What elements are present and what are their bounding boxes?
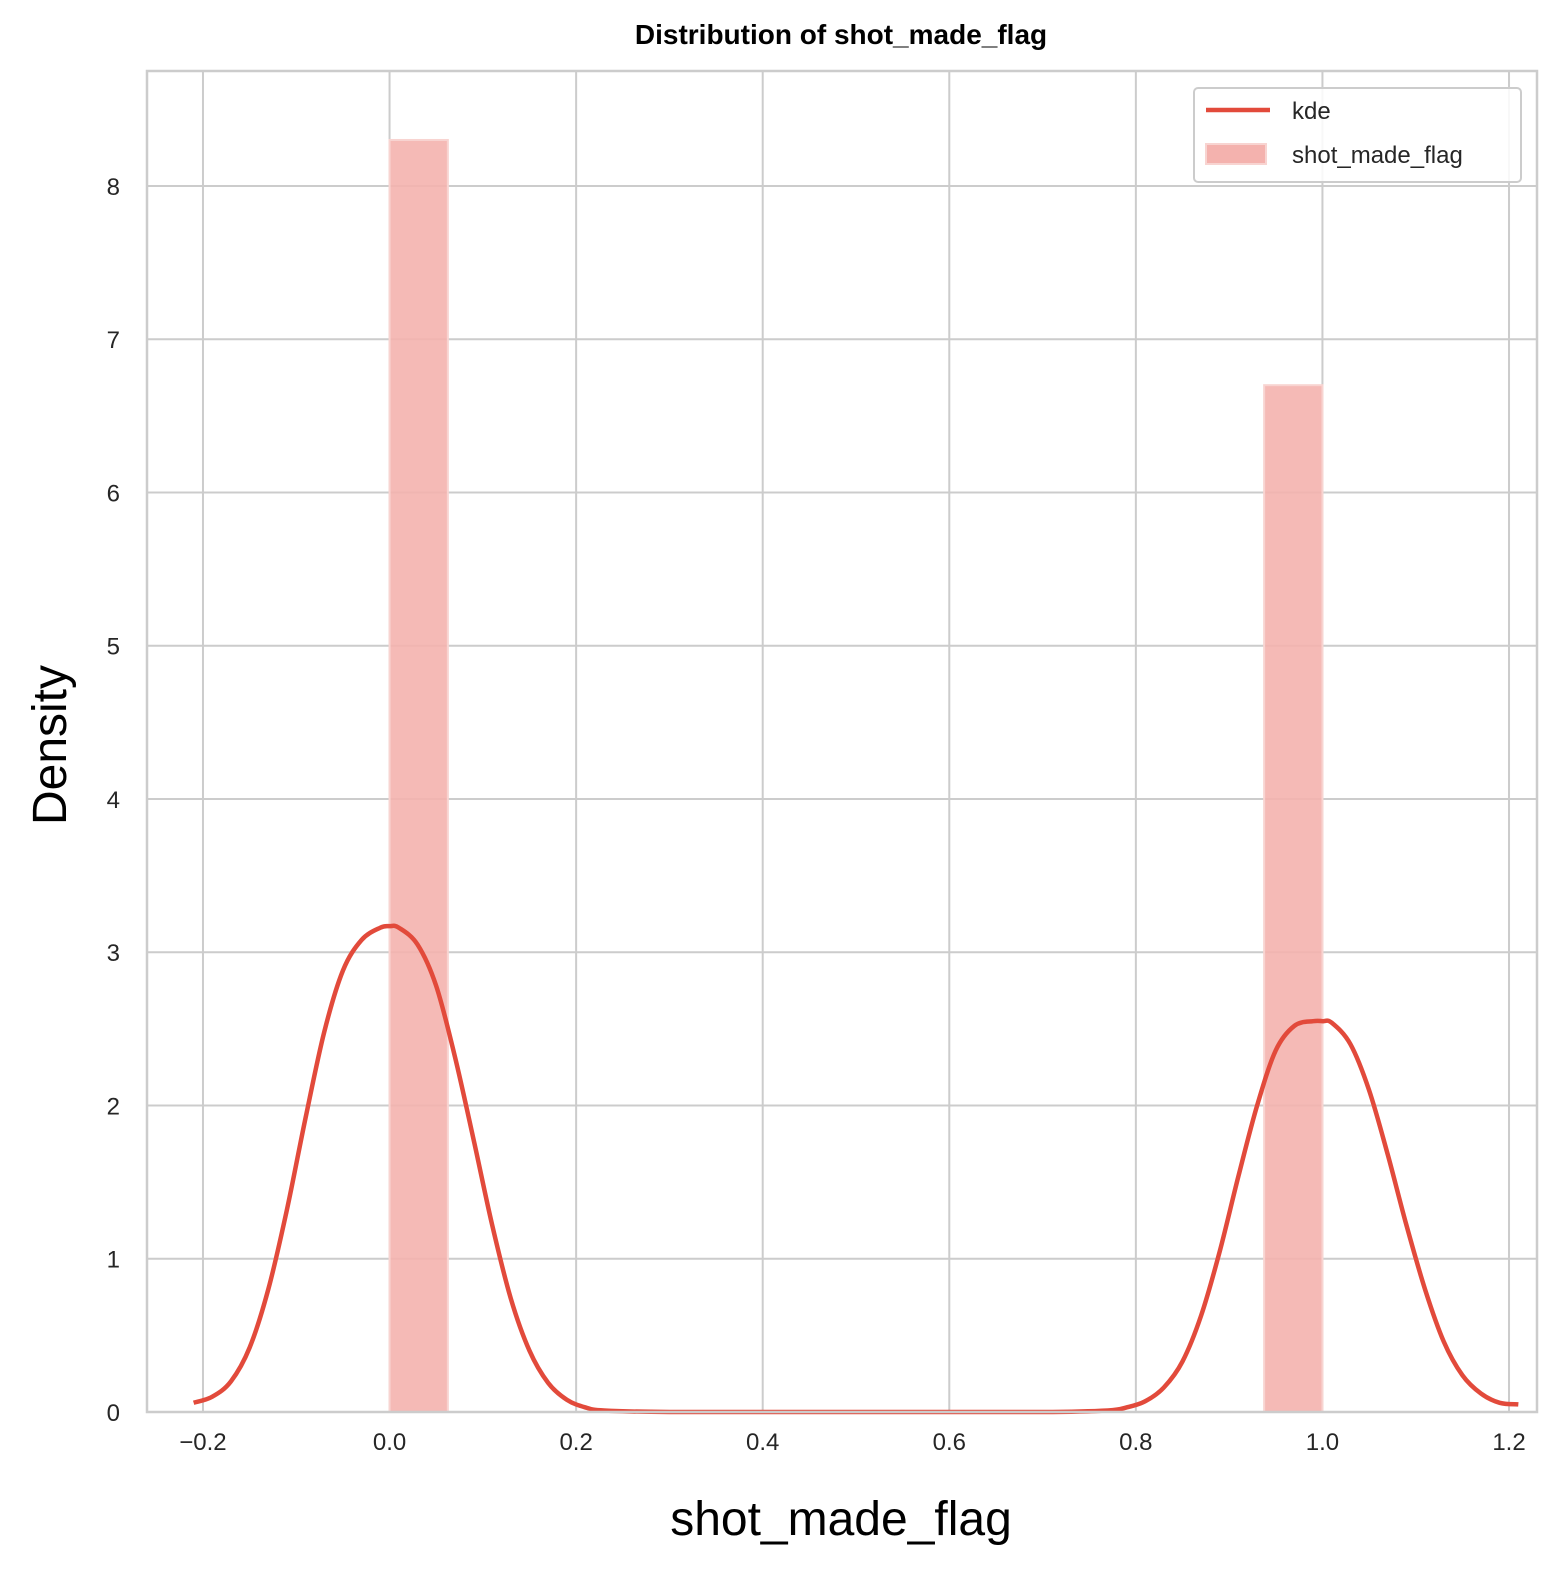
x-tick-labels: −0.2 0.0 0.2 0.4 0.6 0.8 1.0 1.2 bbox=[179, 1429, 1525, 1456]
legend-kde-label: kde bbox=[1292, 98, 1331, 125]
y-tick-label-6: 6 bbox=[107, 480, 120, 507]
x-tick-label-2: 0.2 bbox=[559, 1429, 592, 1456]
y-axis-label: Density bbox=[24, 665, 77, 825]
x-axis-label: shot_made_flag bbox=[670, 1493, 1012, 1546]
y-tick-label-5: 5 bbox=[107, 634, 120, 661]
x-tick-label-6: 1.0 bbox=[1306, 1429, 1339, 1456]
plot-frame bbox=[145, 69, 1539, 1414]
x-tick-label-7: 1.2 bbox=[1492, 1429, 1525, 1456]
x-tick-label-0: −0.2 bbox=[179, 1429, 226, 1456]
chart-title: Distribution of shot_made_flag bbox=[635, 19, 1047, 50]
y-tick-label-7: 7 bbox=[107, 327, 120, 354]
x-tick-label-3: 0.4 bbox=[746, 1429, 779, 1456]
x-tick-label-4: 0.6 bbox=[933, 1429, 966, 1456]
x-tick-label-5: 0.8 bbox=[1119, 1429, 1152, 1456]
histogram-bars bbox=[388, 138, 1324, 1414]
histogram-bar-1 bbox=[1263, 384, 1324, 1414]
legend: kde shot_made_flag bbox=[1193, 87, 1522, 183]
legend-histogram-swatch bbox=[1205, 143, 1267, 165]
y-tick-label-3: 3 bbox=[107, 940, 120, 967]
x-tick-label-1: 0.0 bbox=[373, 1429, 406, 1456]
y-tick-label-1: 1 bbox=[107, 1247, 120, 1274]
y-tick-label-2: 2 bbox=[107, 1093, 120, 1120]
y-tick-label-0: 0 bbox=[107, 1400, 120, 1427]
legend-histogram-label: shot_made_flag bbox=[1292, 142, 1463, 169]
y-tick-label-4: 4 bbox=[107, 787, 120, 814]
grid bbox=[147, 71, 1537, 1413]
y-tick-labels: 0 1 2 3 4 5 6 7 8 bbox=[107, 174, 120, 1427]
legend-box bbox=[1193, 87, 1522, 183]
y-tick-label-8: 8 bbox=[107, 174, 120, 201]
histogram-bar-0 bbox=[388, 138, 449, 1414]
